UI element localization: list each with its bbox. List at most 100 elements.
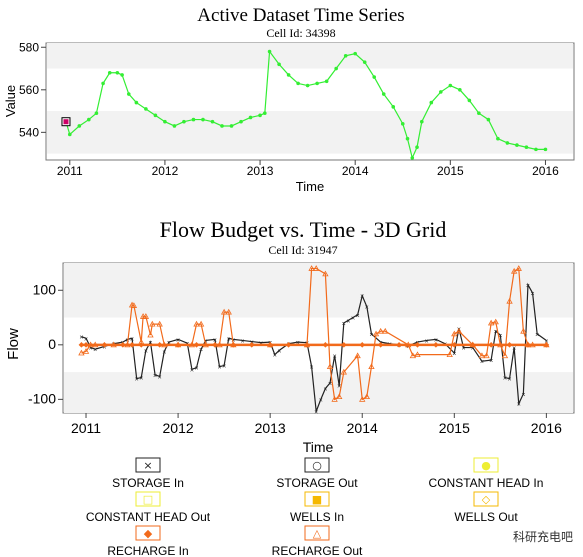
data-point — [324, 79, 329, 84]
data-point — [529, 341, 536, 348]
data-point: × — [328, 381, 332, 388]
data-point: × — [153, 373, 157, 380]
data-point — [448, 83, 453, 88]
data-point — [396, 341, 402, 348]
data-point — [188, 341, 196, 348]
data-point: × — [498, 333, 502, 340]
series-line — [81, 267, 547, 401]
data-point — [172, 124, 177, 128]
legend-symbol: ■ — [312, 493, 322, 506]
data-point — [130, 302, 138, 308]
data-point — [505, 141, 510, 145]
data-point — [486, 117, 491, 122]
data-point — [94, 111, 99, 115]
data-point — [362, 60, 367, 64]
data-point — [478, 352, 486, 359]
chart-2-xlabel: Time — [303, 439, 334, 455]
data-point — [381, 92, 386, 96]
data-point — [405, 341, 412, 348]
data-point: × — [346, 318, 350, 325]
legend-swatch — [135, 525, 161, 541]
data-point — [372, 330, 380, 337]
legend-symbol: × — [143, 459, 152, 472]
legend-label: WELLS In — [290, 510, 344, 524]
data-point — [477, 111, 481, 115]
data-point: × — [360, 294, 364, 301]
data-point: × — [494, 329, 498, 336]
data-point — [501, 352, 509, 359]
data-point — [409, 352, 417, 359]
chart-2-ylabel: Flow — [5, 328, 22, 360]
data-point — [78, 349, 85, 356]
chart-1: Active Dataset Time Series Cell Id: 3439… — [3, 5, 575, 194]
data-point — [414, 341, 421, 348]
data-point — [267, 49, 272, 54]
legend-symbol: ○ — [312, 459, 322, 472]
data-point — [305, 83, 310, 88]
data-point — [506, 297, 513, 304]
data-point — [115, 70, 120, 75]
data-point: × — [194, 366, 198, 373]
data-point — [82, 348, 90, 354]
data-point — [359, 341, 366, 348]
data-point — [83, 341, 89, 348]
selected-point[interactable] — [63, 119, 69, 125]
data-point — [120, 73, 124, 77]
series-line — [81, 282, 547, 412]
data-point — [510, 267, 518, 274]
data-point — [156, 341, 163, 348]
data-point — [126, 92, 131, 96]
data-point — [67, 132, 72, 137]
data-point: × — [144, 348, 148, 355]
data-point — [458, 88, 462, 92]
data-point: × — [521, 392, 525, 399]
data-point — [469, 341, 476, 348]
data-point — [506, 341, 513, 348]
data-point — [110, 341, 117, 348]
chart-1-ylabel: Value — [3, 85, 18, 117]
data-point — [313, 265, 320, 271]
data-point — [258, 113, 262, 118]
data-point: × — [135, 377, 139, 384]
legend-label: CONSTANT HEAD Out — [86, 510, 211, 524]
data-point — [405, 136, 410, 141]
y-tick-label: 100 — [33, 281, 57, 297]
data-point: × — [93, 347, 97, 354]
data-point — [303, 341, 311, 348]
legend-symbol: ◆ — [144, 527, 153, 540]
data-point — [161, 341, 168, 348]
data-point — [326, 363, 334, 370]
chart-2-title: Flow Budget vs. Time - 3D Grid — [160, 217, 447, 242]
data-point — [129, 341, 135, 348]
data-point: × — [158, 374, 162, 381]
data-point — [277, 62, 281, 67]
data-point — [515, 265, 522, 271]
data-point — [331, 396, 338, 402]
data-point: × — [471, 346, 475, 353]
data-point: × — [222, 364, 226, 371]
data-point — [487, 319, 495, 326]
data-point: × — [489, 358, 493, 365]
data-point — [202, 341, 209, 348]
data-point — [77, 124, 82, 128]
x-tick-label: 2014 — [342, 164, 369, 178]
data-point — [87, 341, 94, 348]
data-point: × — [273, 353, 277, 360]
data-point — [229, 124, 234, 128]
data-point — [382, 327, 389, 334]
data-point — [156, 320, 163, 327]
legend-swatch — [135, 457, 161, 473]
legend-swatch — [304, 525, 330, 541]
watermark-text: 科研充电吧 — [512, 530, 573, 544]
data-point — [134, 100, 139, 105]
data-point: × — [480, 359, 484, 366]
data-point — [497, 341, 504, 348]
x-tick-label: 2016 — [532, 164, 559, 178]
data-point: × — [434, 337, 438, 344]
data-point: × — [199, 347, 203, 354]
data-point — [322, 270, 329, 277]
data-point — [193, 341, 200, 348]
x-tick-label: 2013 — [255, 420, 286, 436]
data-point: × — [277, 348, 281, 355]
